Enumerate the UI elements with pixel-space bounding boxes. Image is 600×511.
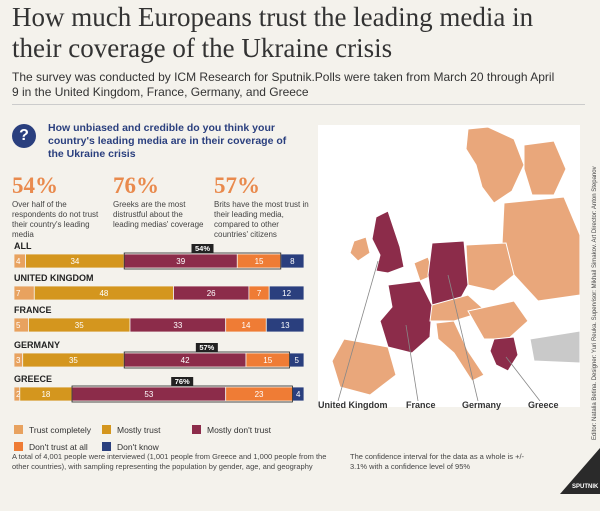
legend-swatch — [14, 442, 23, 451]
callout-label: 57% — [199, 343, 214, 352]
row-label: GREECE — [14, 374, 52, 384]
subtitle: The survey was conducted by ICM Research… — [12, 70, 555, 99]
bar-value-label: 14 — [242, 321, 251, 330]
germany-leader-line — [447, 274, 479, 402]
europe-map-drawing — [331, 126, 581, 402]
page-title: How much Europeans trust the leading med… — [12, 2, 534, 63]
map-label-greece: Greece — [528, 400, 559, 410]
bar-value-label: 34 — [70, 257, 79, 266]
uk-shape — [371, 210, 405, 274]
scandinavia-shape — [465, 126, 525, 204]
stat-text: Brits have the most trust in their leadi… — [214, 200, 309, 239]
bar-value-label: 35 — [69, 356, 78, 365]
bar-value-label: 53 — [144, 390, 153, 399]
row-label: GERMANY — [14, 340, 60, 350]
legend-swatch — [192, 425, 201, 434]
stat-value: 54% — [12, 173, 58, 198]
footnote-sample: A total of 4,001 people were interviewed… — [12, 452, 327, 471]
bar-value-label: 4 — [296, 390, 301, 399]
stat-text: Over half of the respondents do not trus… — [12, 200, 99, 239]
row-label: FRANCE — [14, 305, 52, 315]
credits: Editor: Natalia Betina. Designer: Yuri R… — [592, 166, 598, 440]
bar-segment — [268, 285, 305, 301]
eastern-europe-shape — [501, 196, 581, 302]
bar-value-label: 33 — [173, 321, 182, 330]
map-label-uk: United Kingdom — [318, 400, 388, 410]
bar-value-label: 26 — [207, 289, 216, 298]
italy-shape — [435, 320, 485, 382]
finland-shape — [523, 140, 567, 196]
legend-mostly-trust: Mostly trust — [102, 425, 160, 435]
france-shape — [379, 280, 433, 354]
divider — [12, 104, 585, 105]
row-label: ALL — [14, 241, 32, 251]
stat-value: 76% — [113, 173, 159, 198]
bar-value-label: 15 — [263, 356, 272, 365]
uk-leader-line — [337, 260, 379, 402]
stat-value: 57% — [214, 173, 260, 198]
legend-label: Trust completely — [29, 425, 92, 435]
bar-value-label: 48 — [99, 289, 108, 298]
legend-label: Mostly don't trust — [207, 425, 271, 435]
bar-value-label: 5 — [295, 356, 300, 365]
bar-value-label: 42 — [181, 356, 190, 365]
bar-value-label: 7 — [16, 289, 21, 298]
row-label: UNITED KINGDOM — [14, 273, 94, 283]
europe-map — [318, 125, 581, 407]
stat-all: 54% Over half of the respondents do not … — [12, 173, 107, 240]
bar-value-label: 8 — [290, 257, 295, 266]
bar-value-label: 39 — [176, 257, 185, 266]
legend-swatch — [102, 425, 111, 434]
callout-label: 76% — [175, 377, 190, 386]
greece-shape — [489, 336, 519, 372]
iberia-shape — [331, 338, 397, 396]
legend-trust-completely: Trust completely — [14, 425, 91, 435]
callout-box — [195, 343, 218, 352]
greece-leader-line — [505, 356, 541, 402]
legend-swatch — [102, 442, 111, 451]
bar-segment — [265, 317, 305, 333]
legend-swatch — [14, 425, 23, 434]
legend-dont-know: Don't know — [102, 442, 159, 452]
poland-shape — [465, 242, 515, 292]
survey-question: How unbiased and credible do you think y… — [48, 122, 287, 160]
question-icon: ? — [12, 124, 36, 148]
callout-box — [171, 377, 194, 386]
callout-label: 54% — [195, 244, 210, 253]
stat-greece: 76% Greeks are the most distrustful abou… — [113, 173, 208, 230]
sputnik-logo-corner — [560, 448, 600, 494]
bar-value-label: 5 — [16, 321, 21, 330]
map-label-germany: Germany — [462, 400, 502, 410]
bar-value-label: 7 — [257, 289, 262, 298]
france-leader-line — [405, 324, 419, 402]
footnote-confidence: The confidence interval for the data as … — [350, 452, 525, 471]
bar-value-label: 35 — [75, 321, 84, 330]
bar-value-label: 18 — [41, 390, 50, 399]
bar-value-label: 13 — [281, 321, 290, 330]
stat-text: Greeks are the most distrustful about th… — [113, 200, 204, 229]
legend-dont-trust-at-all: Don't trust at all — [14, 442, 88, 452]
balkans-shape — [467, 300, 529, 340]
legend-mostly-dont-trust: Mostly don't trust — [192, 425, 271, 435]
sputnik-logo-text: SPUTNIK — [572, 484, 599, 490]
sputnik-logo: SPUTNIK — [560, 448, 600, 494]
turkey-shape — [529, 330, 581, 364]
stat-uk: 57% Brits have the most trust in their l… — [214, 173, 309, 240]
legend-label: Mostly trust — [117, 425, 161, 435]
bar-value-label: 12 — [282, 289, 291, 298]
legend-label: Don't know — [117, 442, 159, 452]
bar-value-label: 4 — [16, 257, 21, 266]
bar-value-label: 23 — [255, 390, 264, 399]
bar-value-label: 15 — [255, 257, 264, 266]
bar-value-label: 2 — [16, 390, 21, 399]
ireland-shape — [349, 236, 371, 262]
legend-label: Don't trust at all — [29, 442, 88, 452]
callout-box — [191, 244, 214, 253]
map-label-france: France — [406, 400, 436, 410]
bar-value-label: 3 — [16, 356, 21, 365]
